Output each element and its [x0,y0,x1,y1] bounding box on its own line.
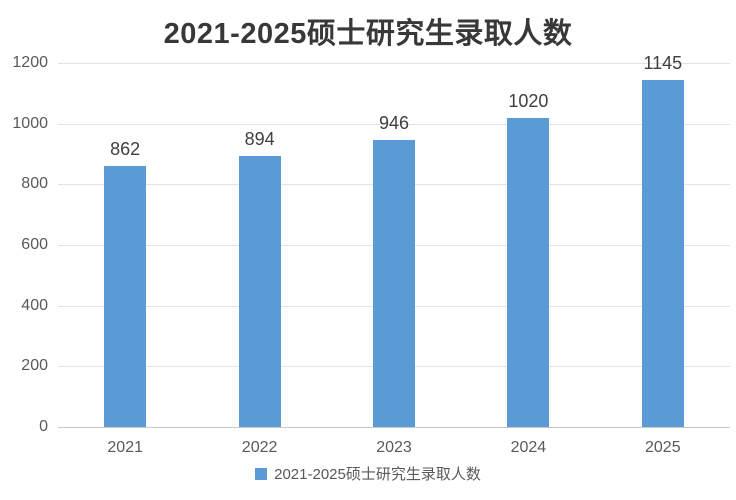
y-tick-label: 600 [21,236,48,253]
x-tick-label: 2025 [645,439,681,456]
gridline [58,63,730,64]
legend-label: 2021-2025硕士研究生录取人数 [274,466,481,483]
bar-value-label: 946 [378,113,410,134]
y-tick-label: 800 [21,175,48,193]
y-tick-label: 200 [21,357,48,375]
legend-swatch-icon [255,467,268,480]
x-tick-label: 2022 [241,439,278,456]
bar-value-label: 894 [244,128,275,149]
plot-area: 862 894 946 1020 1145 [58,53,730,428]
gridline [58,123,730,125]
bar-2021[interactable] [104,165,147,427]
y-tick-label: 1000 [12,114,48,132]
bar-2025[interactable] [641,79,684,427]
y-tick-label: 1200 [12,54,48,71]
bar-value-label: 862 [110,138,141,159]
legend: 2021-2025硕士研究生录取人数 [0,463,736,484]
y-tick-label: 0 [39,418,48,435]
bar-value-label: 1145 [643,52,683,73]
x-tick-label: 2023 [376,439,412,456]
y-tick-label: 400 [21,296,48,314]
x-tick-label: 2021 [107,439,143,456]
chart-title: 2021-2025硕士研究生录取人数 [163,18,573,50]
bar-2024[interactable] [507,117,550,427]
x-tick-label: 2024 [510,439,547,456]
x-axis-line [58,427,730,428]
bar-value-label: 1020 [508,90,549,111]
bar-2023[interactable] [373,140,415,427]
bar-2022[interactable] [238,155,281,427]
